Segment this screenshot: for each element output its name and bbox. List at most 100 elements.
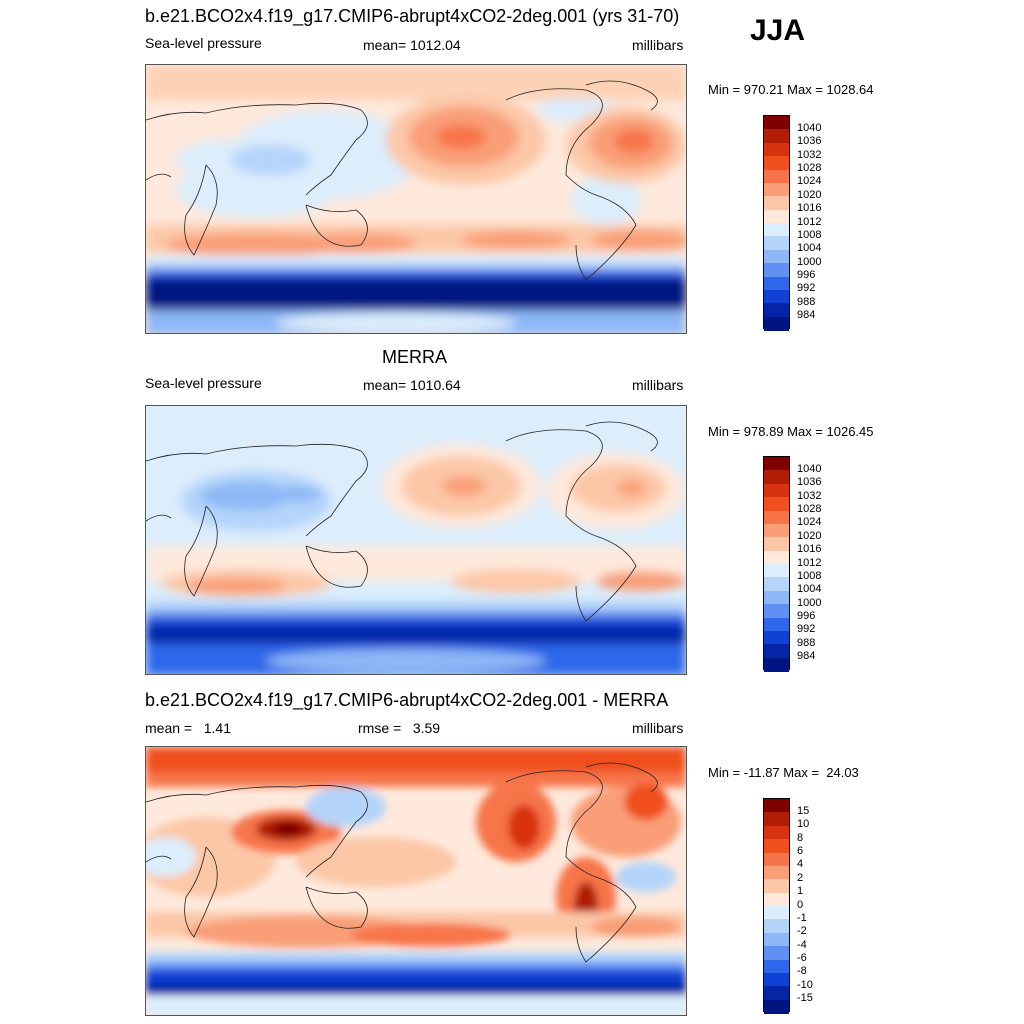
colorbar-tick-label: 1024 (797, 175, 822, 188)
panel1-units-label: millibars (632, 37, 684, 53)
colorbar-tick-label: 988 (797, 636, 816, 649)
panel2-coastlines (146, 421, 658, 622)
colorbar-swatch (764, 906, 789, 920)
colorbar-tick-label: 1032 (797, 148, 822, 161)
colorbar-swatch (764, 169, 789, 184)
colorbar-tick-label: 10 (797, 818, 810, 831)
colorbar-tick-label: 992 (797, 282, 816, 295)
colorbar-tick-label: -1 (797, 911, 807, 924)
colorbar-tick-label: 984 (797, 650, 816, 663)
colorbar-tick-label: 1004 (797, 242, 822, 255)
colorbar-swatch (764, 644, 789, 659)
colorbar-swatch (764, 142, 789, 157)
panel3-title: b.e21.BCO2x4.f19_g17.CMIP6-abrupt4xCO2-2… (145, 690, 669, 710)
colorbar-tick-label: 4 (797, 858, 804, 871)
colorbar-tick-label: 1000 (797, 255, 822, 268)
colorbar-swatch (764, 289, 789, 304)
colorbar-tick-label: 996 (797, 269, 816, 281)
colorbar-tick-label: 996 (797, 610, 816, 622)
colorbar-swatch (764, 550, 789, 565)
panel1-map (145, 64, 687, 334)
colorbar-swatch (764, 879, 789, 894)
panel1-slp-field (146, 65, 686, 333)
colorbar-swatch (764, 577, 789, 592)
panel3-coastlines (146, 762, 658, 963)
colorbar-swatch (764, 236, 789, 251)
colorbar-tick-label: 1040 (797, 121, 822, 134)
colorbar-swatch (764, 196, 789, 211)
colorbar-swatch (764, 839, 789, 853)
panel2-units-label: millibars (632, 377, 684, 393)
panel1-coastlines (146, 80, 658, 281)
season-label: JJA (750, 14, 806, 47)
colorbar-swatch (764, 276, 789, 291)
colorbar-tick-label: 1024 (797, 516, 822, 529)
colorbar-swatch (764, 303, 789, 318)
colorbar-swatch (764, 972, 789, 987)
colorbar-tick-label: 1036 (797, 135, 822, 148)
colorbar-tick-label: 1012 (797, 215, 822, 228)
panel2-title: MERRA (382, 347, 448, 367)
colorbar-swatch (764, 510, 789, 525)
colorbar-swatch (764, 523, 789, 538)
colorbar-tick-label: -2 (797, 925, 807, 938)
colorbar-swatch (764, 657, 789, 672)
colorbar-swatch (764, 812, 789, 827)
panel3-rmse-label: rmse = 3.59 (358, 720, 441, 736)
colorbar-tick-label: 1040 (797, 462, 822, 475)
colorbar-swatch (764, 604, 789, 618)
colorbar-tick-label: 1036 (797, 476, 822, 489)
colorbar-tick-label: -4 (797, 938, 807, 951)
panel2-mean-label: mean= 1010.64 (363, 377, 461, 393)
colorbar-swatch (764, 590, 789, 605)
colorbar-swatch (764, 497, 789, 511)
colorbar-swatch (764, 156, 789, 170)
colorbar-tick-label: 1020 (797, 529, 822, 542)
colorbar-swatch (764, 263, 789, 277)
colorbar-tick-label: 1004 (797, 583, 822, 596)
panel2-map (145, 405, 687, 675)
colorbar-swatch (764, 630, 789, 645)
panel3-colorbar-swatches (763, 798, 790, 1014)
colorbar-tick-label: 1028 (797, 503, 822, 515)
panel2-variable-label: Sea-level pressure (145, 375, 262, 391)
panel3-units-label: millibars (632, 720, 684, 736)
colorbar-tick-label: 8 (797, 831, 804, 844)
colorbar-swatch (764, 483, 789, 498)
colorbar-swatch (764, 799, 789, 813)
colorbar-tick-label: 1020 (797, 188, 822, 201)
colorbar-swatch (764, 182, 789, 197)
panel1-mean-label: mean= 1012.04 (363, 37, 461, 53)
colorbar-swatch (764, 316, 789, 331)
colorbar-swatch (764, 470, 789, 485)
colorbar-swatch (764, 223, 789, 237)
colorbar-tick-label: 1008 (797, 228, 822, 241)
colorbar-tick-label: 1008 (797, 569, 822, 582)
colorbar-swatch (764, 564, 789, 578)
panel3-mean-label: mean = 1.41 (145, 720, 232, 736)
colorbar-swatch (764, 986, 789, 1001)
colorbar-swatch (764, 825, 789, 840)
colorbar-swatch (764, 932, 789, 947)
colorbar-tick-label: 1000 (797, 596, 822, 609)
colorbar-swatch (764, 249, 789, 264)
colorbar-swatch (764, 537, 789, 552)
panel2-minmax: Min = 978.89 Max = 1026.45 (708, 424, 874, 439)
colorbar-swatch (764, 946, 789, 960)
colorbar-tick-label: 0 (797, 898, 804, 911)
colorbar-tick-label: 1032 (797, 489, 822, 502)
panel2-colorbar-swatches (763, 456, 790, 672)
colorbar-swatch (764, 999, 789, 1014)
panel3-minmax: Min = -11.87 Max = 24.03 (708, 765, 859, 780)
colorbar-swatch (764, 457, 789, 471)
colorbar-tick-label: 984 (797, 309, 816, 322)
colorbar-tick-label: -8 (797, 965, 807, 978)
panel3-map (145, 746, 687, 1016)
colorbar-tick-label: 992 (797, 623, 816, 636)
colorbar-swatch (764, 209, 789, 224)
colorbar-tick-label: -15 (797, 992, 813, 1005)
colorbar-swatch (764, 959, 789, 974)
panel1-minmax: Min = 970.21 Max = 1028.64 (708, 82, 874, 97)
colorbar-tick-label: 1028 (797, 162, 822, 174)
colorbar-swatch (764, 617, 789, 632)
